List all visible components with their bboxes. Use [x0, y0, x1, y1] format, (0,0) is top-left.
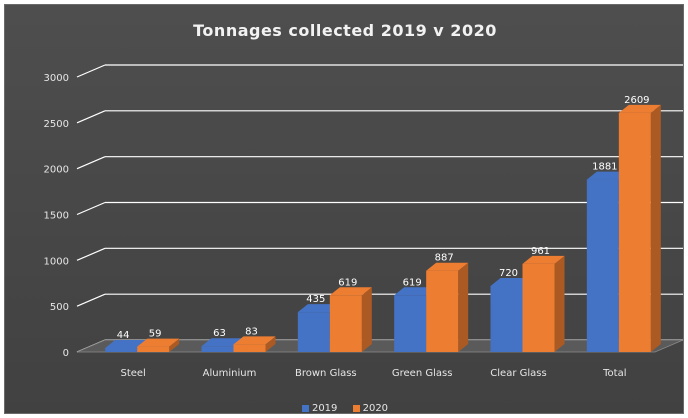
category-label: Aluminium [203, 368, 257, 379]
legend-swatch-2019 [301, 404, 309, 412]
y-tick-label: 0 [63, 348, 69, 359]
chart-frame: Tonnages collected 2019 v 2020 0 500 1000 1… [4, 4, 684, 414]
bar-front [618, 112, 651, 352]
gridline-diag [76, 64, 106, 78]
bar-front [201, 346, 234, 352]
legend-item-2019: 2019 [301, 403, 338, 414]
category-label: Total [602, 368, 626, 379]
legend-label-2020: 2020 [362, 403, 389, 414]
bar-front [394, 295, 427, 352]
gridline-diag [76, 156, 106, 170]
bar-2020 [426, 262, 469, 352]
gridline-diag [76, 247, 106, 261]
category-label: Clear Glass [490, 368, 546, 379]
bar-chart: 0 500 1000 1500 2000 2500 3000 44 59 Steel 63 83 Alu… [44, 64, 684, 379]
bar-top [297, 304, 340, 313]
bar-top [105, 339, 148, 348]
bar-top [137, 338, 180, 347]
data-label: 619 [403, 277, 422, 288]
bar-front [137, 346, 170, 352]
legend-swatch-2020 [352, 404, 360, 412]
chart-title: Tonnages collected 2019 v 2020 [193, 21, 497, 40]
bar-top [394, 287, 437, 296]
bar-side [361, 287, 372, 352]
chart-legend: 2019 2020 [5, 403, 685, 414]
bar-front [490, 286, 523, 352]
bar-2020 [618, 104, 661, 352]
bar-top [426, 262, 469, 271]
bar-2020 [233, 336, 276, 352]
category-label: Steel [120, 368, 145, 379]
y-tick-label: 2500 [44, 119, 69, 130]
legend-item-2020: 2020 [352, 403, 389, 414]
gridline-diag [76, 293, 106, 307]
data-label: 1881 [592, 162, 617, 173]
bar-top [586, 171, 629, 180]
bar-side [458, 262, 469, 352]
bar-side [554, 255, 565, 352]
y-tick-label: 500 [50, 302, 69, 313]
data-label: 887 [435, 253, 454, 264]
bar-front [522, 263, 555, 352]
data-label: 83 [245, 326, 258, 337]
bar-front [426, 270, 459, 352]
legend-label-2019: 2019 [311, 403, 338, 414]
bar-front [297, 312, 330, 352]
bar-side [265, 336, 276, 352]
data-label: 961 [531, 246, 550, 257]
bar-front [329, 295, 362, 352]
bar-2020 [137, 338, 180, 352]
bar-top [233, 336, 276, 345]
y-tick-label: 2000 [44, 165, 69, 176]
data-label: 720 [499, 268, 518, 279]
bar-top [618, 104, 661, 113]
bar-front [105, 347, 138, 352]
data-label: 435 [306, 294, 325, 305]
gridline-diag [76, 201, 106, 216]
y-tick-label: 1000 [44, 256, 69, 267]
category-label: Green Glass [392, 368, 453, 379]
data-label: 619 [338, 277, 357, 288]
bar-2020 [522, 255, 565, 352]
data-label: 44 [117, 330, 130, 341]
y-tick-label: 1500 [44, 211, 69, 222]
bar-2020 [329, 287, 372, 352]
bar-top [490, 278, 533, 286]
category-label: Brown Glass [295, 368, 357, 379]
data-label: 2609 [624, 95, 649, 106]
bar-top [201, 338, 244, 347]
data-label: 63 [213, 328, 226, 339]
bar-side [169, 338, 180, 352]
bar-top [329, 287, 372, 296]
bar-front [233, 344, 266, 352]
bar-side [650, 104, 661, 352]
gridline-diag [76, 110, 106, 124]
bar-front [586, 179, 619, 352]
y-tick-label: 3000 [44, 73, 69, 84]
data-label: 59 [149, 329, 162, 340]
bar-top [522, 255, 565, 264]
